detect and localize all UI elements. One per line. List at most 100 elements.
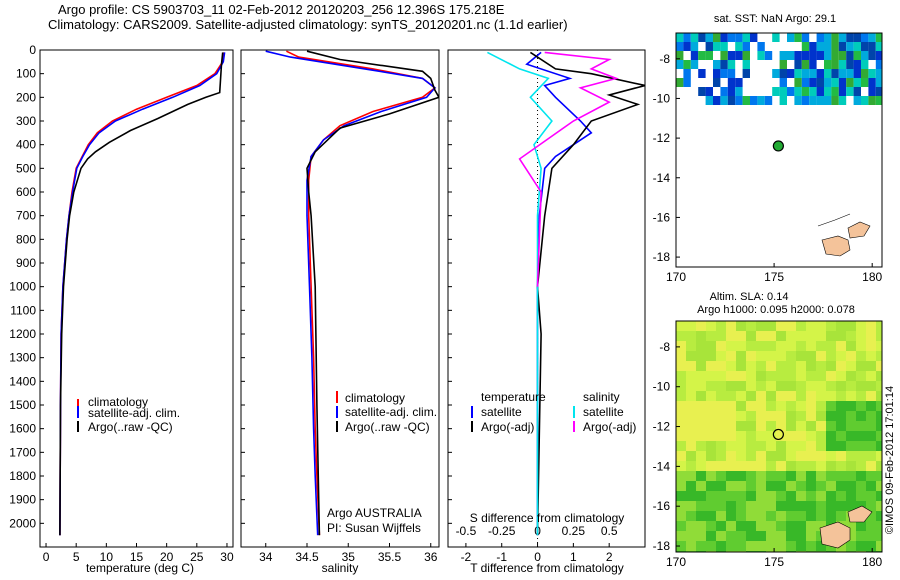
sst-cell xyxy=(809,69,817,78)
sla-cell xyxy=(776,511,786,521)
sst-cell xyxy=(787,51,795,60)
sst-cell xyxy=(853,33,861,42)
sla-cell xyxy=(706,341,716,351)
sla-cell xyxy=(786,451,796,461)
sla-cell xyxy=(786,401,796,411)
sla-cell xyxy=(836,451,846,461)
sla-cell xyxy=(766,431,776,441)
sst-cell xyxy=(727,78,736,87)
sst-cell xyxy=(816,69,824,78)
sla-cell xyxy=(756,351,766,361)
sla-cell xyxy=(706,531,716,541)
sla-cell xyxy=(856,531,866,541)
sal-legend-climatology-label: climatology xyxy=(345,391,405,405)
sla-cell xyxy=(786,331,796,341)
sla-cell xyxy=(706,381,716,391)
sla-cell xyxy=(866,451,876,461)
sst-cell xyxy=(838,42,847,51)
sst-cell xyxy=(853,87,861,96)
diff-legend-temperature-heading: temperature xyxy=(481,390,546,404)
sla-cell xyxy=(826,391,836,401)
sla-cell xyxy=(806,411,816,421)
sla-cell xyxy=(876,501,882,511)
sst-cell xyxy=(713,96,721,105)
sst-map-title: sat. SST: NaN Argo: 29.1 xyxy=(714,13,836,25)
sst-cell xyxy=(809,51,817,60)
sla-cell xyxy=(716,331,726,341)
sst-cell xyxy=(705,96,713,105)
sla-cell xyxy=(676,351,686,361)
sla-cell xyxy=(836,401,846,411)
sla-cell xyxy=(836,471,846,481)
sla-cell xyxy=(866,331,876,341)
sst-cell xyxy=(838,87,847,96)
sst-cell xyxy=(713,42,721,51)
sla-cell xyxy=(876,381,882,391)
sla-cell xyxy=(876,481,882,491)
sla-cell xyxy=(706,471,716,481)
sla-cell xyxy=(796,361,806,371)
sla-cell xyxy=(686,471,696,481)
sla-cell xyxy=(796,491,806,501)
header-subtitle: Climatology: CARS2009. Satellite-adjuste… xyxy=(48,17,568,32)
sla-cell xyxy=(726,501,736,511)
sst-cell xyxy=(757,51,765,60)
sla-cell xyxy=(686,541,696,551)
sst-map xyxy=(676,33,882,267)
sla-cell xyxy=(706,431,716,441)
sla-cell xyxy=(736,391,746,401)
y-tick-label: 2000 xyxy=(9,516,36,530)
sla-cell xyxy=(846,531,856,541)
sst-cell xyxy=(861,60,869,69)
sla-cell xyxy=(716,431,726,441)
sla-cell xyxy=(726,401,736,411)
sla-cell xyxy=(766,421,776,431)
sst-land-vanua xyxy=(847,221,871,239)
sla-cell xyxy=(766,491,776,501)
sla-cell xyxy=(856,401,866,411)
sla-cell xyxy=(756,541,766,551)
sla-cell xyxy=(696,541,706,551)
sla-cell xyxy=(676,461,686,471)
map-x-tick-label: 175 xyxy=(764,270,784,284)
sla-cell xyxy=(826,471,836,481)
sst-cell xyxy=(683,33,691,42)
series-line-salinity-argo xyxy=(518,51,619,287)
sla-cell xyxy=(816,511,826,521)
sst-cell xyxy=(868,42,876,51)
sla-cell xyxy=(866,391,876,401)
sla-cell xyxy=(726,481,736,491)
sst-cell xyxy=(816,78,824,87)
sst-cell xyxy=(809,87,817,96)
sst-cell xyxy=(720,42,728,51)
argo-location-marker xyxy=(772,140,784,152)
y-tick-label: 1500 xyxy=(9,398,36,412)
x-tick-top-label: 0.5 xyxy=(601,524,618,538)
sla-map xyxy=(676,321,882,552)
sla-cell xyxy=(786,511,796,521)
sla-cell xyxy=(796,451,806,461)
sst-cell xyxy=(816,33,824,42)
sla-cell xyxy=(806,531,816,541)
sla-cell xyxy=(806,361,816,371)
sst-cell xyxy=(764,51,773,60)
sla-cell xyxy=(866,471,876,481)
sla-cell xyxy=(746,361,756,371)
sla-cell xyxy=(786,371,796,381)
sla-land-fiji xyxy=(819,521,851,549)
sla-cell xyxy=(826,431,836,441)
sla-cell xyxy=(696,321,706,331)
sst-cell xyxy=(794,87,802,96)
sla-cell xyxy=(776,321,786,331)
sst-cell xyxy=(794,33,802,42)
sla-cell xyxy=(866,521,876,531)
sla-cell xyxy=(816,361,826,371)
sla-cell xyxy=(856,501,866,511)
sla-cell xyxy=(686,401,696,411)
sst-cell xyxy=(683,69,691,78)
sst-cell xyxy=(727,69,736,78)
sla-cell xyxy=(756,441,766,451)
sst-cell xyxy=(735,51,743,60)
y-tick-label: 500 xyxy=(16,161,36,175)
sst-cell xyxy=(801,51,810,60)
